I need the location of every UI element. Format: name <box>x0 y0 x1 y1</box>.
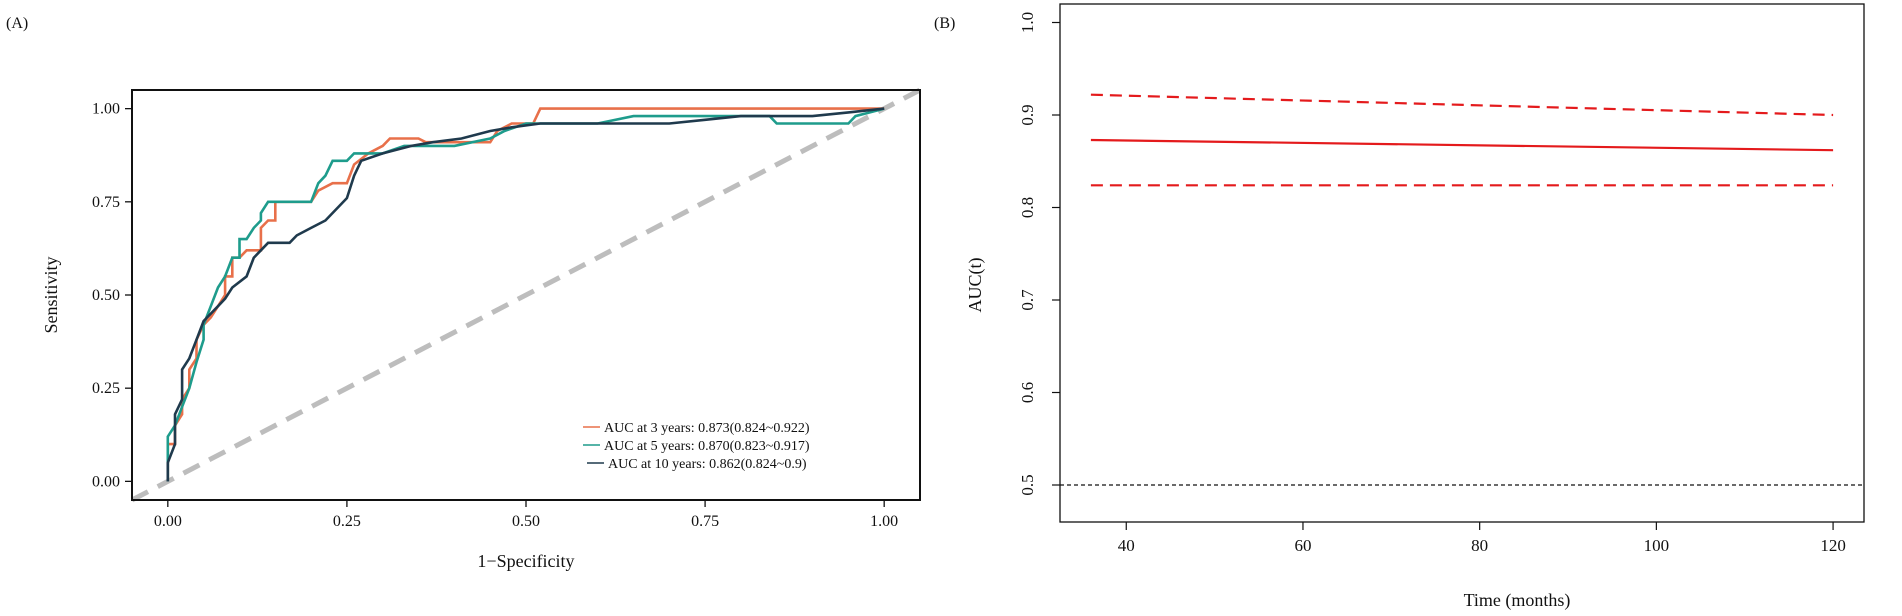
roc-y-tick-label: 0.75 <box>92 194 120 211</box>
auc-y-axis-title: AUC(t) <box>965 258 986 313</box>
roc-curve-10-years <box>166 107 885 482</box>
auc-y-tick-label: 0.7 <box>1018 289 1037 311</box>
roc-y-axis-title: Sensitivity <box>41 256 61 333</box>
auc-y-tick-label: 0.9 <box>1018 104 1037 125</box>
legend-label-auc-5-years: AUC at 5 years: 0.870(0.823~0.917) <box>604 439 810 454</box>
roc-curve-3-years <box>166 107 885 482</box>
roc-y-axis: 0.00 0.25 0.50 0.75 1.00 <box>92 101 132 490</box>
roc-plot-layer <box>130 87 922 503</box>
auc-x-tick-label: 60 <box>1294 536 1311 555</box>
panel-label-a: (A) <box>6 15 28 32</box>
auc-upper-ci-line <box>1090 93 1834 117</box>
roc-curve-5-years <box>166 107 885 482</box>
auc-line <box>1090 138 1834 152</box>
roc-x-tick-label: 0.50 <box>512 513 540 530</box>
auc-y-tick-label: 0.6 <box>1018 382 1037 403</box>
auc-y-axis: 0.5 0.6 0.7 0.8 0.9 1.0 <box>1018 12 1060 496</box>
legend-label-auc-3-years: AUC at 3 years: 0.873(0.824~0.922) <box>604 421 810 436</box>
legend-label-auc-10-years: AUC at 10 years: 0.862(0.824~0.9) <box>608 457 807 472</box>
auc-plot-layer <box>1060 93 1864 486</box>
roc-y-tick-label: 1.00 <box>92 101 120 118</box>
auc-x-tick-label: 40 <box>1118 536 1135 555</box>
roc-x-tick-label: 0.00 <box>154 513 182 530</box>
panel-label-b: (B) <box>934 15 955 32</box>
roc-panel: (A) 0.00 0.25 0.50 0.75 1.00 0.00 0.25 0.50 0.7… <box>6 15 922 571</box>
auc-x-axis-title: Time (months) <box>1464 590 1571 611</box>
roc-x-tick-label: 0.25 <box>333 513 361 530</box>
auc-y-tick-label: 1.0 <box>1018 12 1037 33</box>
roc-diagonal-reference <box>130 87 922 503</box>
roc-x-tick-label: 0.75 <box>691 513 719 530</box>
auc-x-axis: 40 60 80 100 120 <box>1118 522 1846 555</box>
auc-plot-frame <box>1059 3 1865 523</box>
auc-y-tick-label: 0.8 <box>1018 197 1037 218</box>
roc-legend: AUC at 3 years: 0.873(0.824~0.922) AUC a… <box>583 421 810 472</box>
roc-y-tick-label: 0.50 <box>92 287 120 304</box>
roc-x-axis: 0.00 0.25 0.50 0.75 1.00 <box>154 500 898 530</box>
roc-y-tick-label: 0.00 <box>92 473 120 490</box>
auc-time-panel: (B) 40 60 80 100 120 0.5 0.6 0.7 0.8 0.9 1.0 Time… <box>934 3 1865 611</box>
auc-x-tick-label: 80 <box>1471 536 1488 555</box>
auc-y-tick-label: 0.5 <box>1018 474 1037 495</box>
roc-x-axis-title: 1−Specificity <box>477 551 574 571</box>
auc-x-tick-label: 100 <box>1644 536 1670 555</box>
auc-x-tick-label: 120 <box>1820 536 1846 555</box>
roc-x-tick-label: 1.00 <box>870 513 898 530</box>
roc-y-tick-label: 0.25 <box>92 380 120 397</box>
